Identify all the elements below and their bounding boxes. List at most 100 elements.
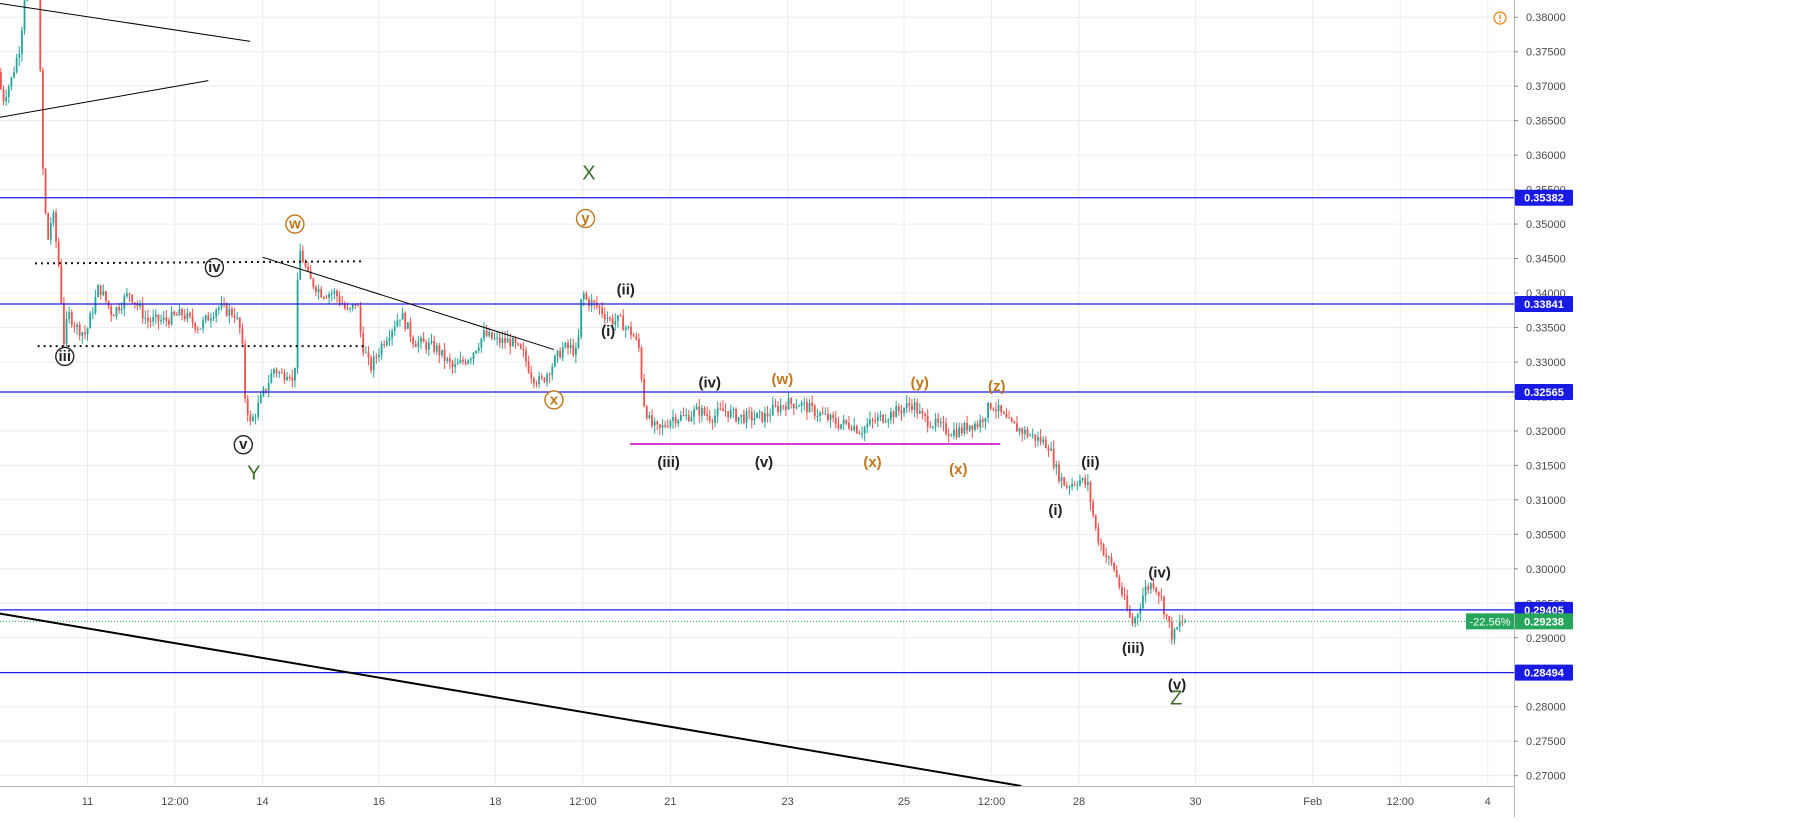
candle-body bbox=[344, 305, 346, 309]
candle-body bbox=[39, 0, 41, 70]
candle-body bbox=[126, 293, 128, 296]
candle-body bbox=[349, 308, 351, 309]
candle-body bbox=[801, 403, 803, 406]
candle-body bbox=[176, 315, 178, 316]
candle-body bbox=[21, 30, 23, 54]
candle-body bbox=[336, 291, 338, 296]
candle-body bbox=[1150, 583, 1152, 589]
candle-body bbox=[394, 327, 396, 331]
candle-body bbox=[1095, 515, 1097, 528]
price-tick-label: 0.31000 bbox=[1526, 495, 1566, 507]
candle-body bbox=[1132, 617, 1134, 623]
candle-body bbox=[567, 343, 569, 348]
candle-body bbox=[473, 353, 475, 359]
candle-body bbox=[541, 376, 543, 378]
candle-body bbox=[743, 415, 745, 423]
price-tick-label: 0.38000 bbox=[1526, 12, 1566, 24]
candle-body bbox=[630, 327, 632, 336]
candle-body bbox=[840, 424, 842, 428]
candle-body bbox=[593, 301, 595, 303]
time-tick-label: 16 bbox=[373, 796, 385, 808]
candle-body bbox=[690, 417, 692, 421]
candle-body bbox=[617, 315, 619, 321]
candle-body bbox=[286, 377, 288, 380]
wave-label-x: x bbox=[550, 391, 559, 408]
candle-body bbox=[911, 405, 913, 409]
candle-body bbox=[551, 367, 553, 376]
candle-body bbox=[1029, 435, 1031, 436]
candle-body bbox=[100, 285, 102, 295]
candle-body bbox=[452, 362, 454, 367]
candle-body bbox=[809, 403, 811, 412]
candle-body bbox=[1000, 405, 1002, 412]
candle-body bbox=[102, 291, 104, 295]
time-tick-label: 23 bbox=[782, 796, 794, 808]
candle-body bbox=[236, 318, 238, 319]
candle-body bbox=[704, 408, 706, 414]
candle-body bbox=[95, 297, 97, 313]
alert-icon-dot bbox=[1499, 20, 1501, 22]
candle-body bbox=[1163, 597, 1165, 614]
candle-body bbox=[431, 341, 433, 343]
candle-body bbox=[790, 398, 792, 403]
candle-body bbox=[764, 413, 766, 422]
wave-label-(iii): (iii) bbox=[1122, 640, 1145, 657]
candle-body bbox=[732, 409, 734, 410]
candle-body bbox=[1037, 437, 1039, 441]
candle-body bbox=[1184, 622, 1186, 623]
candle-body bbox=[711, 421, 713, 423]
candle-body bbox=[173, 312, 175, 315]
candle-body bbox=[585, 294, 587, 299]
candle-body bbox=[331, 294, 333, 295]
candle-body bbox=[436, 346, 438, 352]
candle-body bbox=[851, 428, 853, 430]
candle-body bbox=[441, 350, 443, 356]
candle-body bbox=[643, 379, 645, 406]
time-tick-label: 12:00 bbox=[569, 796, 597, 808]
candle-body bbox=[898, 406, 900, 411]
candle-body bbox=[1034, 434, 1036, 440]
price-tick-label: 0.27000 bbox=[1526, 771, 1566, 783]
candle-body bbox=[362, 333, 364, 353]
candle-body bbox=[465, 362, 467, 364]
candle-body bbox=[494, 338, 496, 339]
time-tick-label: 30 bbox=[1189, 796, 1201, 808]
candle-body bbox=[74, 325, 76, 327]
alert-icon[interactable] bbox=[1494, 12, 1506, 24]
candle-body bbox=[139, 305, 141, 307]
candle-body bbox=[948, 434, 950, 436]
candle-body bbox=[977, 424, 979, 427]
candle-body bbox=[559, 351, 561, 358]
candle-body bbox=[375, 356, 377, 357]
candle-body bbox=[1003, 412, 1005, 414]
wave-label-(v): (v) bbox=[755, 454, 773, 471]
candle-body bbox=[845, 420, 847, 423]
price-axis[interactable]: 0.380000.375000.370000.365000.360000.355… bbox=[1514, 0, 1812, 817]
candle-body bbox=[60, 265, 62, 303]
candle-body bbox=[1008, 418, 1010, 419]
candle-body bbox=[515, 338, 517, 343]
candle-body bbox=[990, 403, 992, 409]
candle-body bbox=[838, 424, 840, 428]
candle-body bbox=[1105, 555, 1107, 557]
candle-body bbox=[1087, 482, 1089, 485]
candle-body bbox=[11, 77, 13, 86]
wave-label-y: y bbox=[581, 210, 590, 227]
time-tick-label: 28 bbox=[1073, 796, 1085, 808]
candle-body bbox=[638, 339, 640, 348]
candle-body bbox=[798, 406, 800, 407]
candle-body bbox=[570, 345, 572, 348]
candle-body bbox=[835, 418, 837, 424]
candle-body bbox=[294, 368, 296, 381]
candle-body bbox=[3, 89, 5, 101]
candle-body bbox=[158, 315, 160, 322]
candle-body bbox=[767, 413, 769, 416]
wave-label-iv: iv bbox=[208, 259, 221, 276]
candle-body bbox=[780, 405, 782, 411]
candle-body bbox=[819, 413, 821, 416]
candle-body bbox=[861, 433, 863, 434]
candle-body bbox=[1145, 586, 1147, 595]
